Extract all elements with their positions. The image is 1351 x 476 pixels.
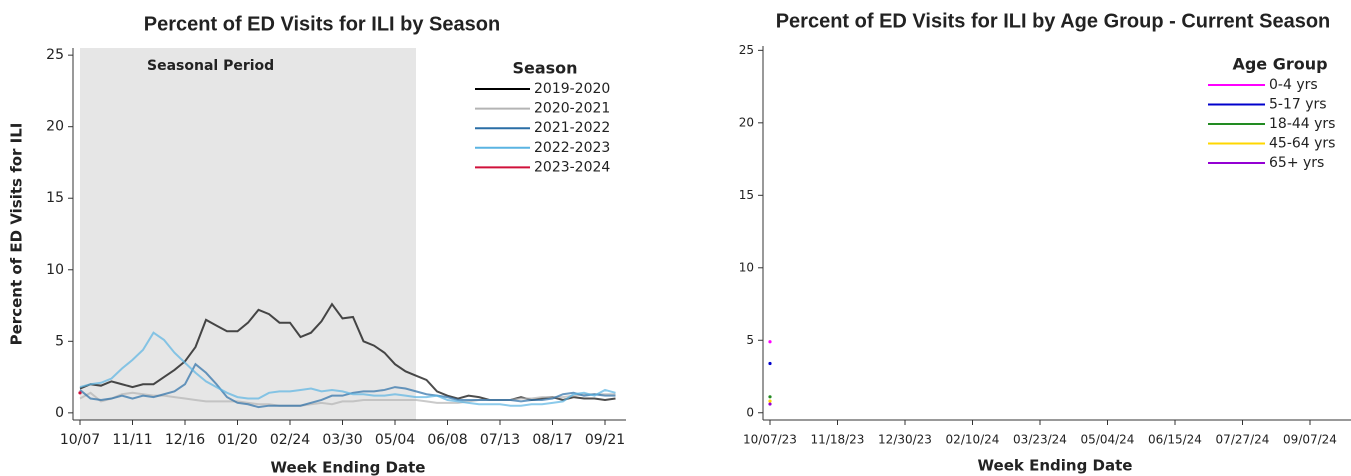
x-tick-label: 07/13 [480, 432, 520, 448]
y-tick-label: 15 [46, 190, 64, 206]
x-tick-label: 10/07/23 [743, 433, 797, 447]
x-tick-label: 05/04/24 [1081, 433, 1135, 447]
series-line [79, 362, 616, 409]
y-tick-label: 0 [55, 405, 64, 421]
legend-title: Age Group [1232, 55, 1327, 74]
legend-label: 2022-2023 [534, 140, 610, 156]
legend-label: 18-44 yrs [1269, 116, 1335, 132]
x-axis-title: Week Ending Date [271, 459, 426, 476]
legend-label: 2021-2022 [534, 120, 610, 136]
series-line [79, 331, 616, 407]
x-axis-title: Week Ending Date [978, 457, 1133, 475]
data-point [768, 361, 772, 366]
legend-label: 2019-2020 [534, 81, 610, 97]
legend-label: 65+ yrs [1269, 155, 1324, 171]
chart-title: Percent of ED Visits for ILI by Age Grou… [776, 10, 1331, 32]
y-tick-label: 10 [739, 260, 754, 274]
x-tick-label: 07/27/24 [1216, 433, 1270, 447]
x-tick-label: 10/07 [60, 432, 100, 448]
data-point [768, 395, 772, 399]
legend-label: 0-4 yrs [1269, 77, 1318, 93]
legend-label: 5-17 yrs [1269, 97, 1327, 113]
data-point [768, 340, 772, 344]
x-tick-label: 12/16 [165, 432, 205, 448]
data-point [768, 402, 772, 406]
x-tick-label: 03/23/24 [1013, 433, 1067, 447]
seasonal-period [80, 48, 416, 420]
data-point [768, 399, 772, 403]
legend-label: 45-64 yrs [1269, 136, 1335, 152]
y-tick-label: 25 [46, 47, 64, 63]
x-tick-label: 09/21 [585, 432, 625, 448]
x-tick-label: 06/15/24 [1148, 433, 1202, 447]
x-tick-label: 03/30 [322, 432, 362, 448]
x-tick-label: 02/24 [270, 432, 310, 448]
series-line [79, 391, 616, 407]
y-tick-label: 5 [55, 333, 64, 349]
x-tick-label: 08/17 [532, 432, 572, 448]
x-tick-label: 11/18/23 [811, 433, 865, 447]
seasonal-period-label: Seasonal Period [147, 58, 274, 74]
x-tick-label: 09/07/24 [1283, 433, 1337, 447]
x-tick-label: 05/04 [375, 432, 415, 448]
legend-label: 2023-2024 [534, 159, 610, 175]
legend-title: Season [512, 59, 577, 78]
y-tick-label: 5 [746, 333, 754, 347]
y-axis-title: Percent of ED Visits for ILI [8, 123, 26, 346]
chart-title: Percent of ED Visits for ILI by Season [144, 13, 500, 35]
data-point [78, 391, 82, 395]
y-tick-label: 20 [739, 115, 754, 129]
y-tick-label: 0 [746, 405, 754, 419]
x-tick-label: 12/30/23 [878, 433, 932, 447]
y-tick-label: 10 [46, 262, 64, 278]
y-tick-label: 20 [46, 119, 64, 135]
x-tick-label: 02/10/24 [946, 433, 1000, 447]
y-tick-label: 15 [739, 188, 754, 202]
x-tick-label: 11/11 [112, 432, 152, 448]
x-tick-label: 06/08 [427, 432, 467, 448]
legend-label: 2020-2021 [534, 101, 610, 117]
y-tick-label: 25 [739, 43, 754, 57]
x-tick-label: 01/20 [217, 432, 257, 448]
